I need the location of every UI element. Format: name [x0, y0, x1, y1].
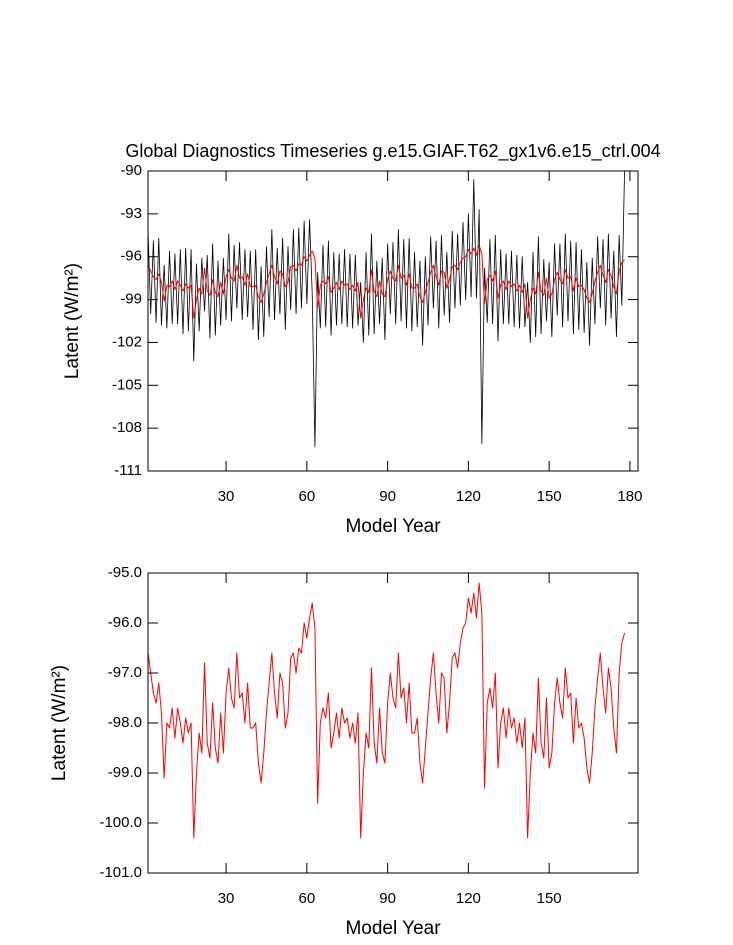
y-tick-label: -102 [112, 333, 142, 350]
plot-frame [147, 170, 639, 472]
data-line [147, 170, 625, 448]
y-tick-label: -97.0 [108, 664, 142, 681]
x-tick-label: 60 [299, 890, 316, 907]
y-tick-label: -90 [120, 162, 142, 179]
y-tick-label: -98.0 [108, 714, 142, 731]
y-tick-label: -105 [112, 376, 142, 393]
y-tick-label: -108 [112, 419, 142, 436]
y-tick-label: -99.0 [108, 764, 142, 781]
x-tick-label: 90 [379, 488, 396, 505]
y-tick-label: -93 [120, 205, 142, 222]
x-tick-label: 30 [218, 890, 235, 907]
x-axis-title: Model Year [345, 918, 441, 939]
y-axis-title: Latent (W/m²) [62, 263, 83, 379]
chart-title: Global Diagnostics Timeseries g.e15.GIAF… [125, 141, 660, 162]
x-tick-label: 120 [456, 488, 481, 505]
y-tick-label: -95.0 [108, 564, 142, 581]
x-tick-label: 150 [537, 890, 562, 907]
x-tick-label: 180 [617, 488, 642, 505]
y-tick-label: -96 [120, 248, 142, 265]
y-axis-title: Latent (W/m²) [49, 665, 70, 781]
y-tick-label: -101.0 [99, 864, 142, 881]
x-tick-label: 60 [299, 488, 316, 505]
x-tick-label: 120 [456, 890, 481, 907]
x-tick-label: 90 [379, 890, 396, 907]
x-tick-label: 150 [537, 488, 562, 505]
data-line [147, 244, 625, 319]
x-tick-label: 30 [218, 488, 235, 505]
y-tick-label: -99 [120, 291, 142, 308]
x-axis-title: Model Year [345, 516, 441, 537]
y-tick-label: -100.0 [99, 814, 142, 831]
y-tick-label: -111 [114, 462, 142, 479]
data-line [147, 582, 626, 839]
y-tick-label: -96.0 [108, 614, 142, 631]
